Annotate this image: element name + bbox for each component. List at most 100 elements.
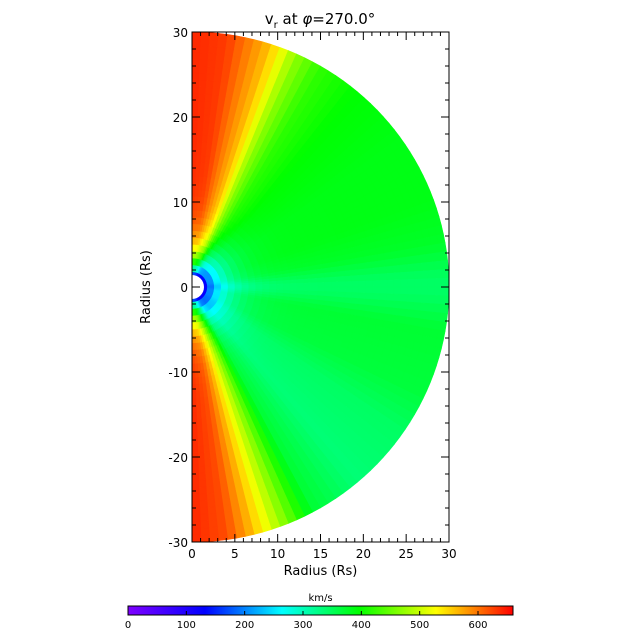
heatmap-cell (358, 268, 367, 276)
y-axis: -30 -20 -10 0 10 20 30 (168, 26, 449, 550)
heatmap-cell (385, 265, 394, 274)
heatmap-cell (385, 300, 394, 309)
heatmap-cell (196, 148, 203, 156)
heatmap-cell (197, 452, 205, 461)
heatmap-cell (379, 286, 388, 295)
heatmap-cell (191, 141, 198, 149)
heatmap-cell (199, 66, 208, 74)
heatmap-cell (191, 175, 197, 184)
heatmap-cell (296, 286, 305, 292)
heatmap-cell (195, 404, 202, 413)
heatmap-cell (337, 291, 346, 298)
heatmap-cell (208, 519, 218, 529)
heatmap-cell (198, 472, 206, 481)
heatmap-cell (198, 79, 207, 88)
heatmap-cell (191, 72, 200, 81)
heatmap-cell (212, 484, 222, 494)
heatmap-cell (310, 277, 319, 284)
heatmap-cell (378, 266, 387, 275)
heatmap-cell (337, 276, 346, 283)
heatmap-cell (216, 46, 227, 56)
heatmap-cell (406, 263, 415, 273)
heatmap-cell (392, 265, 401, 274)
heatmap-cell (364, 261, 373, 270)
heatmap-cell (427, 269, 436, 280)
colorbar-tick-label: 0 (125, 620, 131, 631)
heatmap-cell (248, 284, 257, 288)
heatmap-cell (317, 282, 326, 288)
heatmap-cell (386, 279, 395, 288)
heatmap-cell (208, 39, 219, 48)
heatmap-cell (243, 527, 255, 537)
heatmap-cell (420, 294, 429, 304)
heatmap-cell (191, 52, 201, 60)
heatmap-cell (365, 280, 374, 288)
heatmap-cell (364, 267, 373, 276)
heatmap-cell (434, 278, 443, 288)
heatmap-cell (212, 87, 221, 96)
heatmap-cell (262, 283, 270, 288)
heatmap-cell (378, 299, 387, 308)
heatmap-cell (235, 35, 246, 45)
heatmap-cell (191, 418, 198, 426)
y-tick-label: -30 (168, 536, 188, 550)
heatmap-cell (372, 292, 381, 301)
heatmap-cell (310, 273, 318, 280)
heatmap-cell (433, 260, 442, 271)
heatmap-cell (303, 286, 312, 292)
heatmap-cell (201, 424, 208, 433)
heatmap-cell (197, 127, 204, 136)
heatmap-cell (344, 291, 353, 299)
heatmap-cell (205, 485, 215, 494)
heatmap-cell (203, 107, 212, 116)
heatmap-cell (365, 286, 374, 294)
heatmap-cell (440, 260, 449, 271)
heatmap-cell (197, 107, 205, 115)
heatmap-cell (206, 430, 214, 439)
heatmap-cell (214, 67, 224, 76)
heatmap-cell (200, 527, 210, 536)
colorbar-tick-label: 500 (410, 620, 429, 631)
heatmap-cell (200, 410, 207, 419)
heatmap-cell (413, 294, 422, 304)
heatmap-cell (369, 254, 379, 263)
heatmap-cell (205, 80, 215, 89)
heatmap-cell (351, 297, 360, 305)
heatmap-cell (276, 283, 284, 288)
heatmap-cell (206, 499, 216, 508)
heatmap-cell (407, 286, 415, 296)
heatmap-cell (191, 384, 196, 392)
heatmap-cell (202, 438, 210, 447)
heatmap-cell (198, 479, 207, 488)
heatmap-cell (209, 451, 217, 460)
heatmap-cell (196, 141, 203, 150)
heatmap-cell (437, 242, 447, 253)
heatmap-cell (391, 257, 400, 267)
heatmap-cell (351, 280, 360, 288)
heatmap-cell (200, 534, 211, 543)
heatmap-cell (214, 60, 225, 69)
heatmap-cell (386, 286, 395, 295)
heatmap-cell (379, 279, 388, 288)
x-tick-label: 20 (356, 547, 371, 561)
colorbar-tick-label: 400 (352, 620, 371, 631)
heatmap-cell (324, 286, 332, 293)
heatmap-cell (198, 100, 206, 109)
heatmap-cell (197, 459, 205, 467)
heatmap-cell (414, 278, 422, 288)
chart-title: vr at φ=270.0° (265, 10, 376, 31)
heatmap-cell (351, 292, 360, 299)
heatmap-cell (393, 279, 401, 288)
heatmap-cell (303, 282, 312, 288)
heatmap-cell (191, 452, 199, 461)
heatmap-cell (275, 280, 284, 285)
heatmap-cell (197, 445, 204, 454)
heatmap-cell (191, 86, 200, 95)
heatmap-cell (364, 298, 373, 307)
heatmap-cell (324, 281, 332, 288)
heatmap-cell (370, 260, 380, 269)
heatmap-cell (202, 444, 210, 453)
heatmap-cell (420, 286, 429, 296)
heatmap-cell (289, 286, 298, 291)
